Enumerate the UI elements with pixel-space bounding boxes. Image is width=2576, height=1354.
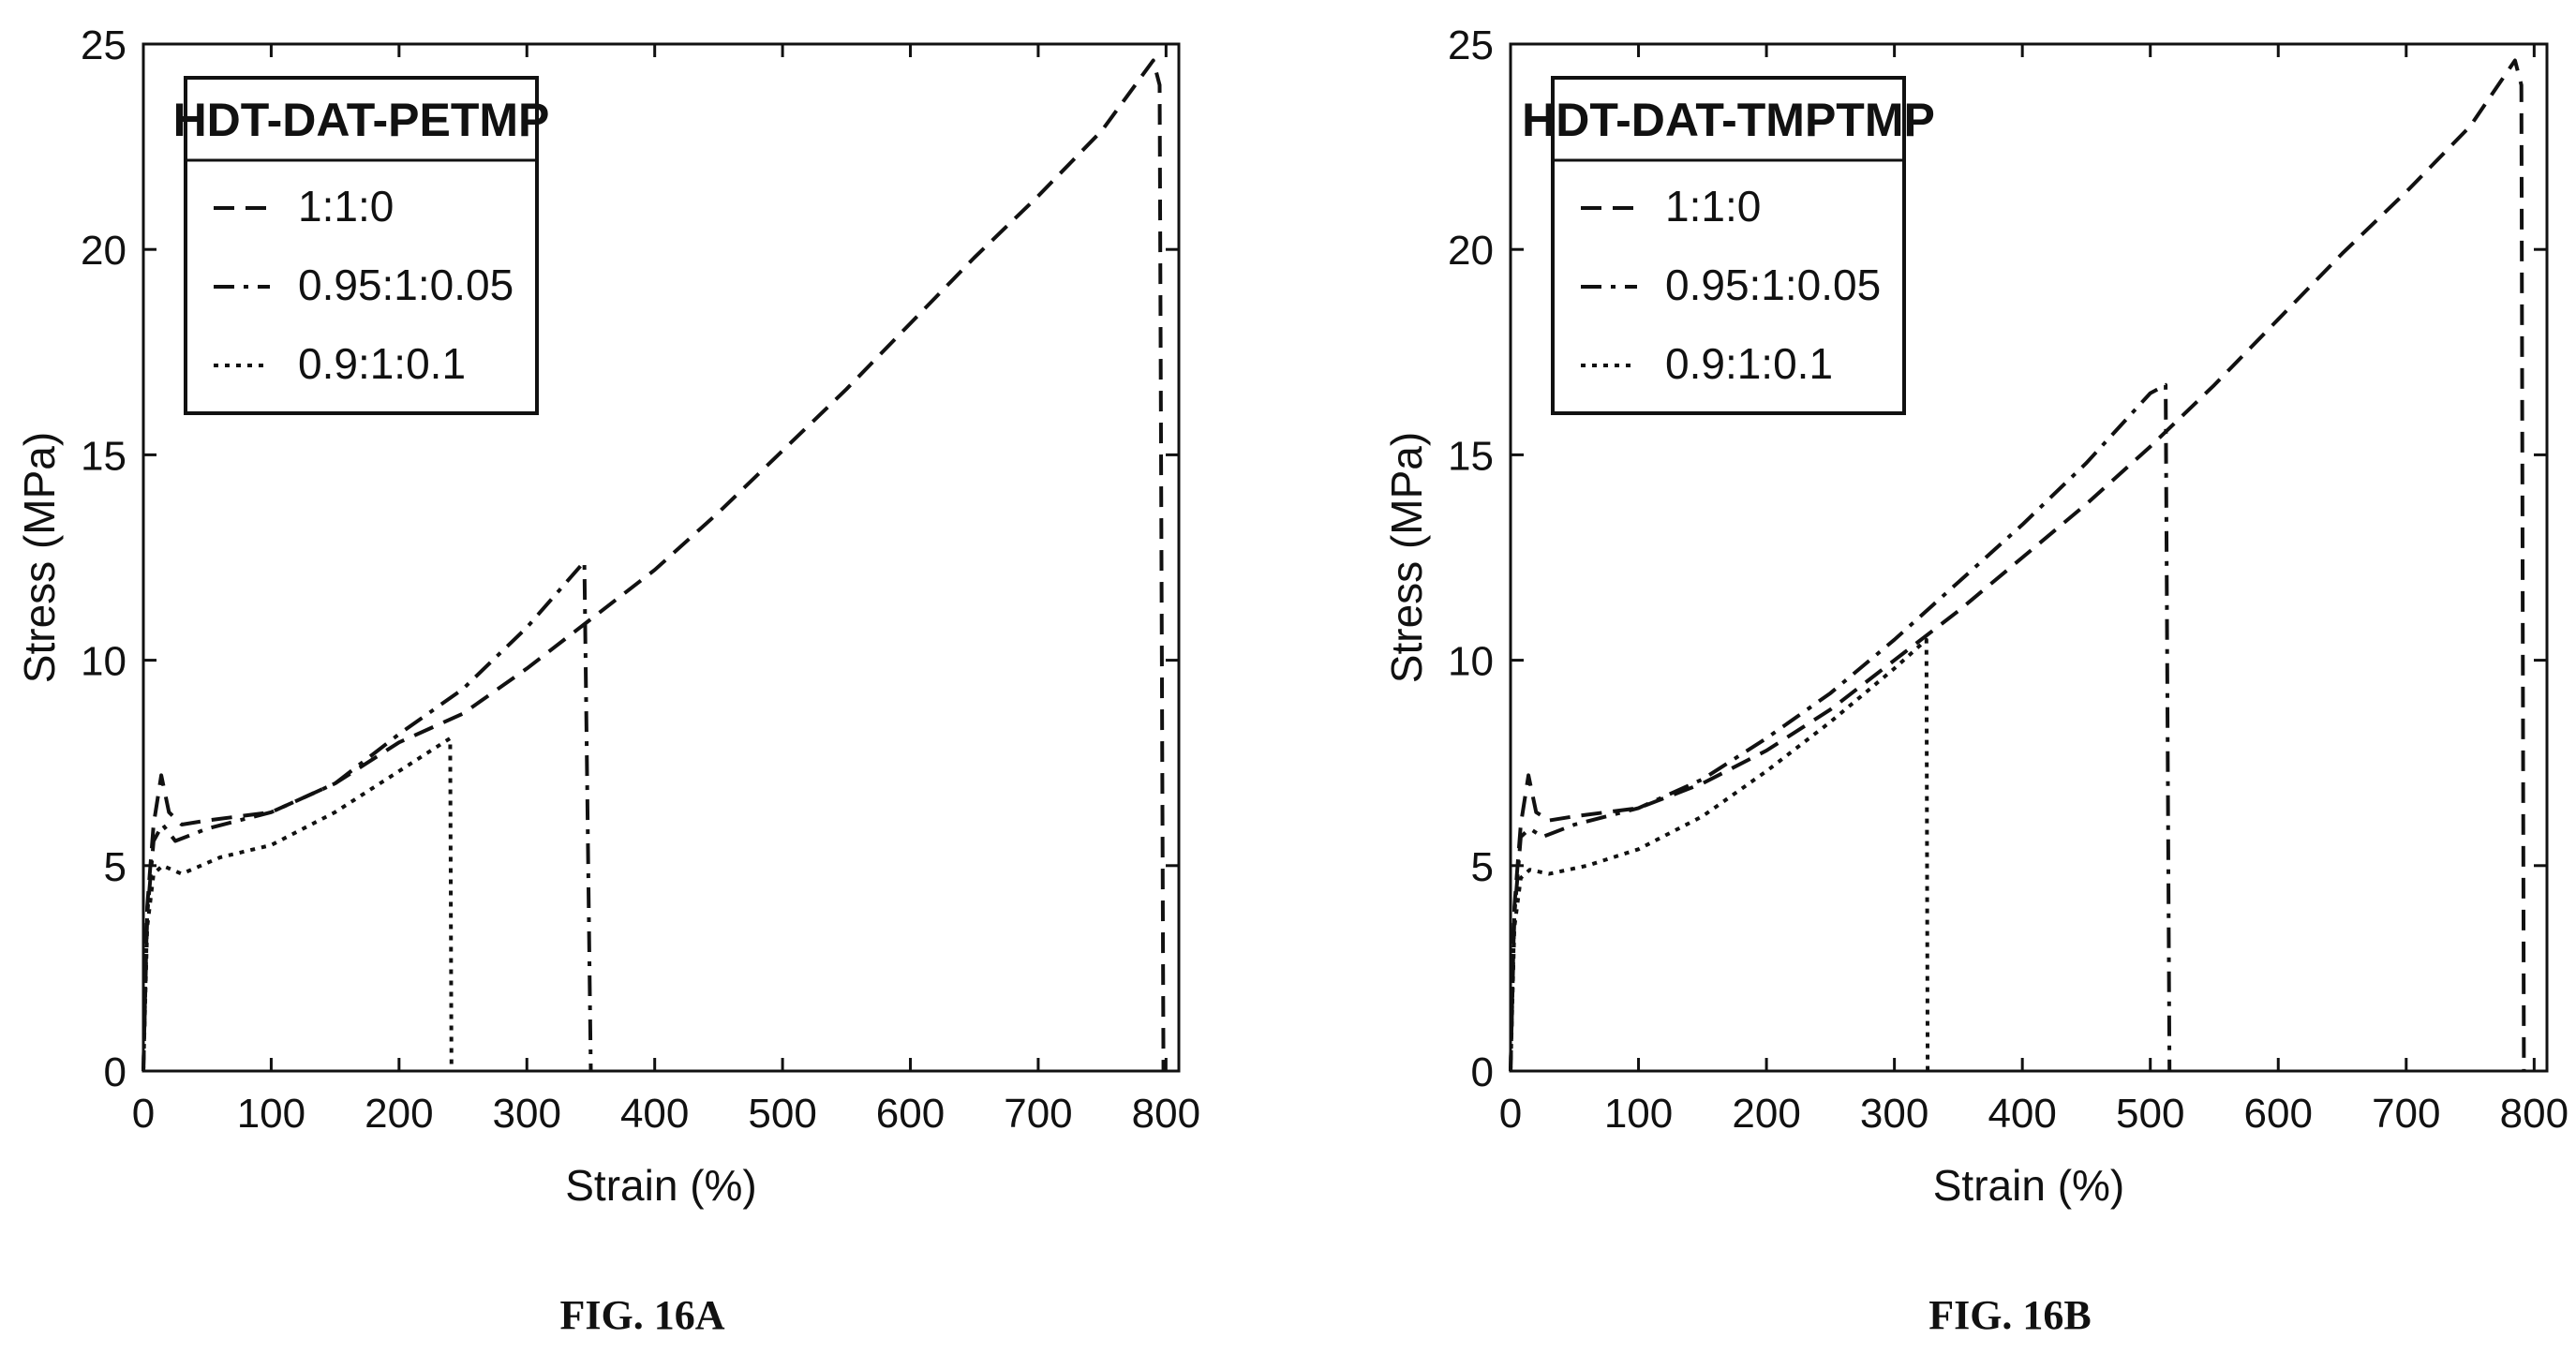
- chart-panel-b: 0 100 200 300 400 500 600 700 800 0 5 10 15 20 25 HDT…: [1382, 22, 2569, 1338]
- series-line: [141, 736, 454, 1072]
- x-tick-label: 100: [1604, 1091, 1673, 1137]
- x-tick-label: 100: [237, 1091, 305, 1137]
- x-axis-label: Strain (%): [1933, 1161, 2124, 1210]
- chart-panel-a: 0 100 200 300 400 500 600 700 800 0 5 10 15 20 25 HDT…: [15, 22, 1200, 1338]
- y-tick-label: 25: [1448, 22, 1494, 68]
- y-tick-label: 20: [81, 228, 127, 274]
- x-tick-label: 0: [132, 1091, 155, 1137]
- x-tick-label: 800: [1132, 1091, 1200, 1137]
- x-tick-label: 600: [876, 1091, 945, 1137]
- y-axis-label: Stress (MPa): [15, 432, 64, 683]
- y-tick-label: 25: [81, 22, 127, 68]
- legend-title: HDT-DAT-PETMP: [173, 94, 550, 146]
- legend-entry: 0.95:1:0.05: [1665, 260, 1881, 309]
- y-tick-label: 10: [81, 639, 127, 685]
- y-tick-group: 0 5 10 15 20 25: [81, 22, 1179, 1095]
- x-tick-label: 700: [1004, 1091, 1072, 1137]
- y-tick-label: 5: [104, 844, 127, 890]
- x-tick-label: 0: [1499, 1091, 1522, 1137]
- figure-caption: FIG. 16B: [1928, 1292, 2092, 1338]
- series-line: [1509, 382, 2172, 1072]
- legend-entry: 0.9:1:0.1: [1665, 339, 1833, 388]
- y-tick-label: 5: [1471, 844, 1494, 890]
- legend: HDT-DAT-TMPTMP 1:1:0 0.95:1:0.05 0.9:1:0.1: [1522, 76, 1935, 415]
- x-tick-label: 300: [1860, 1091, 1928, 1137]
- series-line: [1509, 58, 2526, 1072]
- y-tick-label: 0: [1471, 1049, 1494, 1095]
- x-tick-label: 300: [493, 1091, 561, 1137]
- y-axis-label: Stress (MPa): [1382, 432, 1431, 683]
- x-tick-label: 200: [365, 1091, 433, 1137]
- series-group: [1509, 58, 2526, 1072]
- x-tick-label: 800: [2500, 1091, 2569, 1137]
- y-tick-label: 20: [1448, 228, 1494, 274]
- plot-frame: [1509, 42, 2549, 1073]
- x-axis-label: Strain (%): [565, 1161, 756, 1210]
- y-tick-label: 10: [1448, 639, 1494, 685]
- legend-entry: 0.9:1:0.1: [298, 339, 466, 388]
- legend-entry: 0.95:1:0.05: [298, 260, 514, 309]
- y-tick-group: 0 5 10 15 20 25: [1448, 22, 2547, 1095]
- y-tick-label: 15: [81, 433, 127, 479]
- x-tick-label: 500: [2116, 1091, 2184, 1137]
- legend-items: 1:1:0 0.95:1:0.05 0.9:1:0.1: [214, 182, 514, 388]
- series-line: [141, 58, 1166, 1072]
- series-line: [141, 559, 593, 1072]
- legend-entry: 1:1:0: [298, 182, 394, 231]
- legend-items: 1:1:0 0.95:1:0.05 0.9:1:0.1: [1581, 182, 1881, 388]
- y-tick-label: 15: [1448, 433, 1494, 479]
- x-tick-group: 0 100 200 300 400 500 600 700 800: [1499, 44, 2569, 1137]
- legend-entry: 1:1:0: [1665, 182, 1761, 231]
- legend-title: HDT-DAT-TMPTMP: [1522, 94, 1935, 146]
- figure-caption: FIG. 16A: [560, 1292, 725, 1338]
- plot-frame: [141, 42, 1181, 1073]
- x-tick-label: 600: [2244, 1091, 2313, 1137]
- series-line: [1509, 637, 1930, 1072]
- series-group: [141, 58, 1166, 1072]
- x-tick-label: 700: [2372, 1091, 2440, 1137]
- x-tick-label: 500: [748, 1091, 816, 1137]
- legend: HDT-DAT-PETMP 1:1:0 0.95:1:0.05 0.9:1:0.1: [173, 76, 550, 415]
- x-tick-label: 400: [1988, 1091, 2056, 1137]
- legend-box: [184, 76, 539, 415]
- x-tick-group: 0 100 200 300 400 500 600 700 800: [132, 44, 1200, 1137]
- y-tick-label: 0: [104, 1049, 127, 1095]
- x-tick-label: 200: [1732, 1091, 1800, 1137]
- x-tick-label: 400: [620, 1091, 689, 1137]
- legend-box: [1551, 76, 1906, 415]
